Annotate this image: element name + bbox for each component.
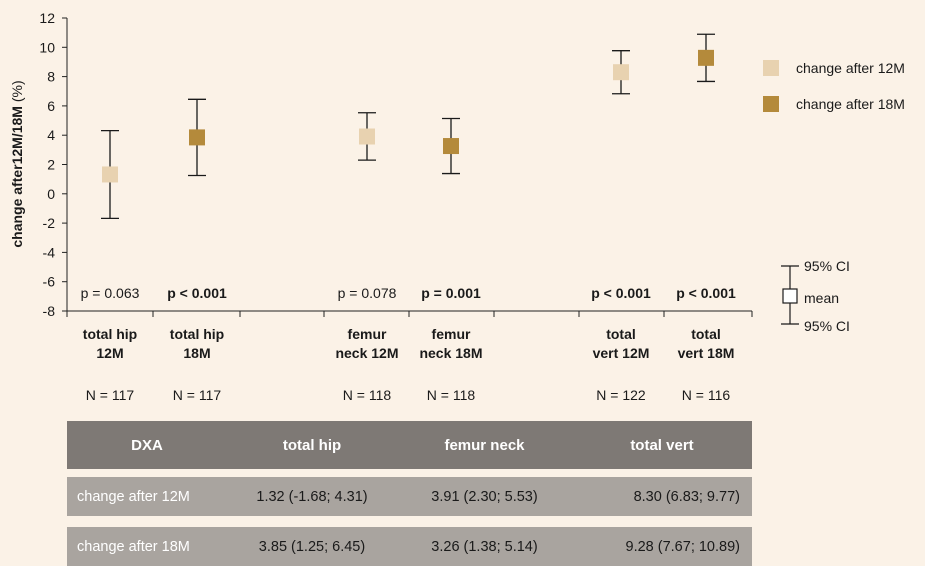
ci-legend-mean-box [782,288,798,304]
y-tick-label: 6 [47,98,55,114]
n-label: N = 122 [596,387,646,403]
table-header-total-vert: total vert [630,436,694,454]
mean-marker [443,138,459,155]
legend-label: change after 12M [796,60,905,76]
x-category-label: total [691,326,721,342]
table-cell: 9.28 (7.67; 10.89) [625,538,740,555]
p-value-label: p < 0.001 [591,285,651,301]
table-header-femur-neck: femur neck [444,436,525,454]
legend-label: change after 18M [796,96,905,112]
y-tick-label: 2 [47,157,55,173]
y-tick-label: 10 [39,39,55,55]
n-label: N = 118 [343,387,392,403]
mean-marker [698,49,714,66]
p-value-label: p = 0.063 [81,285,140,301]
x-category-label: 12M [96,345,123,361]
y-tick-label: -2 [43,215,56,231]
ci-legend-upper-label: 95% CI [804,258,850,274]
table-cell: 3.91 (2.30; 5.53) [431,488,538,505]
table-header-row: DXA total hip femur neck total vert [67,421,752,469]
x-category-label: total [606,326,636,342]
y-tick-label: 12 [39,10,55,26]
n-label: N = 116 [682,387,731,403]
y-tick-label: -6 [43,274,56,290]
mean-marker [359,128,375,145]
x-category-label: vert 12M [593,345,650,361]
ci-legend-mean-label: mean [804,290,839,306]
mean-marker [102,166,118,183]
summary-table: DXA total hip femur neck total vert chan… [67,421,752,566]
table-row-label: change after 12M [77,488,190,505]
legend-swatch [763,60,779,76]
table-row: change after 18M 3.85 (1.25; 6.45) 3.26 … [67,527,752,566]
y-tick-label: -8 [43,303,56,319]
n-label: N = 117 [86,387,135,403]
x-category-label: femur [348,326,387,342]
x-category-label: vert 18M [678,345,735,361]
table-cell: 3.85 (1.25; 6.45) [258,538,366,555]
ci-chart: -8 -6 -4 -2 0 2 4 6 8 10 12 change after12M/18M (%)… [9,10,905,403]
table-header-total-hip: total hip [282,436,342,454]
p-value-label: p < 0.001 [167,285,227,301]
x-category-label: total hip [83,326,137,342]
p-value-label: p = 0.001 [421,285,481,301]
p-value-label: p = 0.078 [338,285,397,301]
x-category-label: total hip [170,326,224,342]
y-tick-label: 4 [47,127,55,143]
table-row: change after 12M 1.32 (-1.68; 4.31) 3.91… [67,477,752,516]
mean-marker [613,64,629,81]
y-tick-label: 8 [47,69,55,85]
table-cell: 1.32 (-1.68; 4.31) [256,488,368,505]
table-cell: 3.26 (1.38; 5.14) [431,538,538,555]
x-category-label: 18M [183,345,210,361]
ci-legend-lower-label: 95% CI [804,318,850,334]
x-category-label: neck 18M [419,345,482,361]
y-tick-label: -4 [43,244,56,260]
x-category-label: neck 12M [335,345,398,361]
mean-marker [189,129,205,146]
n-label: N = 117 [173,387,222,403]
x-category-label: femur [432,326,471,342]
y-tick-label: 0 [47,186,55,202]
n-label: N = 118 [427,387,476,403]
table-header-dxa: DXA [131,436,163,454]
p-value-label: p < 0.001 [676,285,736,301]
table-cell: 8.30 (6.83; 9.77) [633,488,740,505]
legend-swatch [763,96,779,112]
table-row-label: change after 18M [77,538,190,555]
y-axis-label: change after12M/18M (%) [9,80,25,247]
